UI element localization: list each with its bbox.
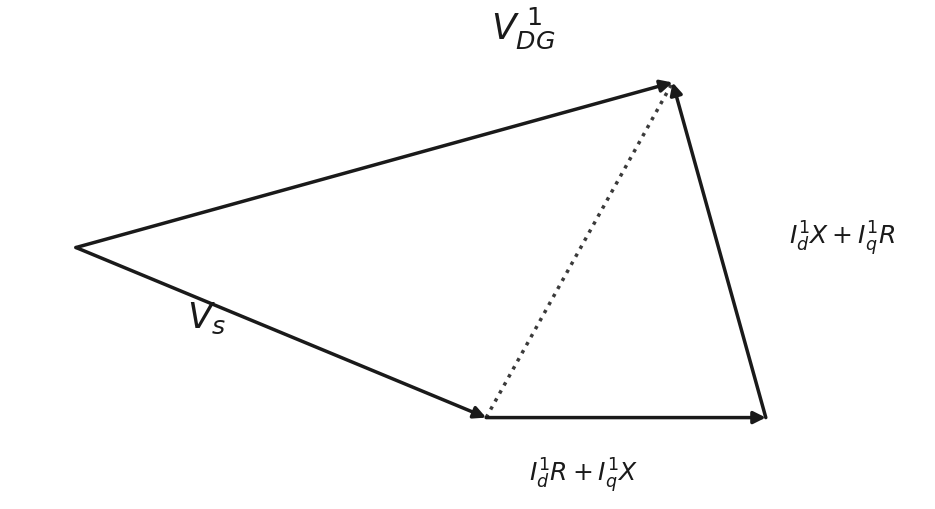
Text: $V_s$: $V_s$ — [187, 300, 226, 335]
Text: $I_d^1R+I_q^1X$: $I_d^1R+I_q^1X$ — [529, 456, 639, 494]
Text: $\mathit{V}^{\ 1}_{DG}$: $\mathit{V}^{\ 1}_{DG}$ — [491, 6, 555, 51]
Text: $I_d^1X+I_q^1R$: $I_d^1X+I_q^1R$ — [789, 219, 896, 258]
